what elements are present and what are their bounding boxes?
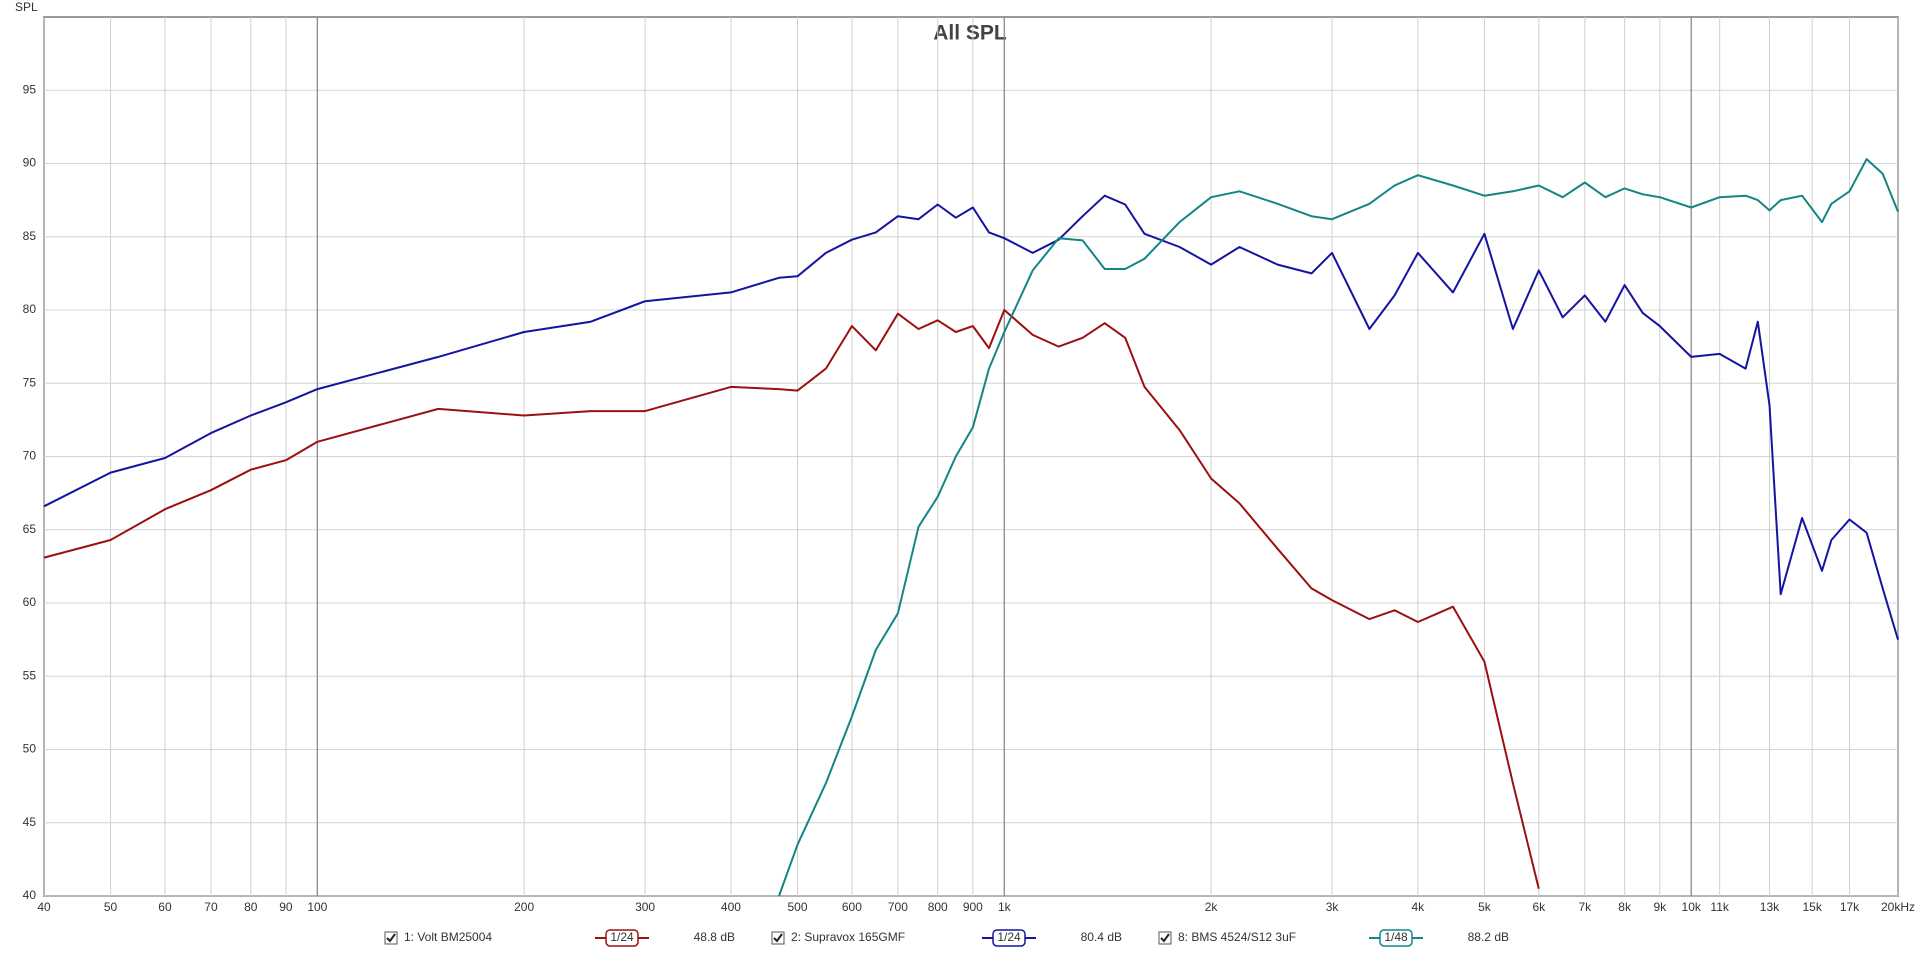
- x-tick-label: 5k: [1478, 900, 1492, 914]
- x-tick-label: 11k: [1710, 900, 1729, 914]
- x-tick-label: 100: [307, 900, 327, 914]
- x-tick-label: 400: [721, 900, 741, 914]
- legend-label: 1: Volt BM25004: [404, 930, 492, 944]
- x-tick-label: 80: [244, 900, 258, 914]
- series-line: [43, 194, 1899, 640]
- smoothing-box[interactable]: [1379, 929, 1413, 947]
- y-tick-label: 80: [23, 302, 37, 316]
- x-tick-label: 60: [158, 900, 172, 914]
- x-tick-label: 600: [842, 900, 862, 914]
- x-tick-label: 200: [514, 900, 534, 914]
- y-tick-label: 60: [23, 595, 37, 609]
- x-tick-label: 50: [104, 900, 118, 914]
- legend-label: 8: BMS 4524/S12 3uF: [1178, 930, 1296, 944]
- legend-level: 48.8 dB: [694, 930, 735, 944]
- x-tick-label: 13k: [1760, 900, 1780, 914]
- y-tick-label: 70: [23, 449, 37, 463]
- x-tick-label: 70: [204, 900, 218, 914]
- legend-check: [773, 933, 783, 943]
- legend-check: [386, 933, 396, 943]
- legend-label: 2: Supravox 165GMF: [791, 930, 905, 944]
- x-tick-label: 2k: [1205, 900, 1219, 914]
- x-tick-label: 10k: [1682, 900, 1702, 914]
- x-tick-label: 900: [963, 900, 983, 914]
- x-tick-label: 4k: [1412, 900, 1426, 914]
- x-tick-label: 15k: [1802, 900, 1822, 914]
- y-tick-label: 55: [23, 668, 37, 682]
- x-tick-label: 6k: [1532, 900, 1546, 914]
- x-tick-label: 1k: [998, 900, 1012, 914]
- legend-check: [1160, 933, 1170, 943]
- x-tick-label: 500: [787, 900, 807, 914]
- y-tick-label: 65: [23, 522, 37, 536]
- smoothing-box[interactable]: [992, 929, 1026, 947]
- x-tick-label: 800: [928, 900, 948, 914]
- smoothing-label: 1/48: [1384, 930, 1408, 944]
- x-tick-label: 8k: [1618, 900, 1632, 914]
- series-line: [778, 158, 1899, 897]
- x-tick-label: 9k: [1653, 900, 1667, 914]
- y-tick-label: 45: [23, 815, 37, 829]
- smoothing-box[interactable]: [605, 929, 639, 947]
- legend-level: 88.2 dB: [1468, 930, 1509, 944]
- x-tick-label: 40: [37, 900, 51, 914]
- y-tick-label: 90: [23, 156, 37, 170]
- smoothing-label: 1/24: [997, 930, 1021, 944]
- x-tick-label: 700: [888, 900, 908, 914]
- x-tick-label: 7k: [1578, 900, 1592, 914]
- x-tick-label: 300: [635, 900, 655, 914]
- y-axis-label: SPL: [15, 0, 38, 14]
- legend-level: 80.4 dB: [1081, 930, 1122, 944]
- y-tick-label: 40: [23, 888, 37, 902]
- x-tick-label: 3k: [1326, 900, 1340, 914]
- smoothing-label: 1/24: [610, 930, 634, 944]
- y-tick-label: 50: [23, 742, 37, 756]
- y-tick-label: 75: [23, 375, 37, 389]
- y-tick-label: 85: [23, 229, 37, 243]
- series-line: [43, 309, 1540, 889]
- y-tick-label: 95: [23, 82, 37, 96]
- x-tick-label: 17k: [1840, 900, 1860, 914]
- x-tick-label: 90: [279, 900, 293, 914]
- x-tick-label: 20kHz: [1881, 900, 1915, 914]
- chart-title: All SPL: [933, 22, 1007, 45]
